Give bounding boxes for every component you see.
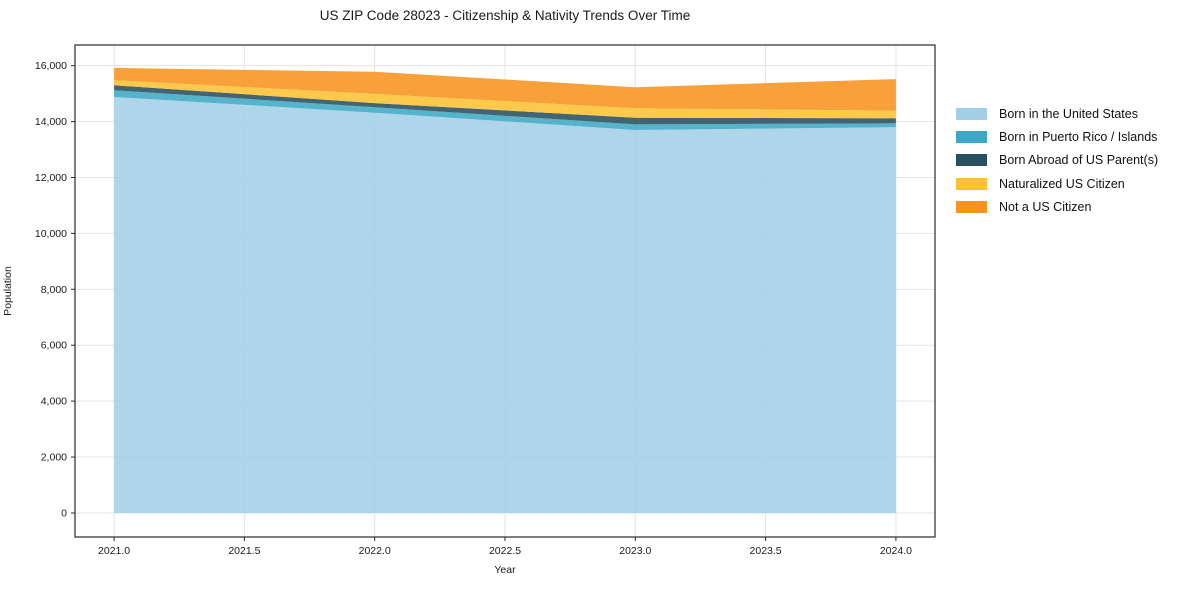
x-tick-label: 2023.5 xyxy=(750,545,782,557)
legend-swatch xyxy=(956,154,987,167)
area-series-1 xyxy=(114,90,896,130)
legend-label: Born in the United States xyxy=(999,106,1138,121)
legend-label: Born in Puerto Rico / Islands xyxy=(999,130,1158,145)
legend-label: Not a US Citizen xyxy=(999,200,1092,215)
area-series-0 xyxy=(114,97,896,513)
y-tick-label: 12,000 xyxy=(35,172,67,184)
area-series-2 xyxy=(114,85,896,125)
y-tick-label: 16,000 xyxy=(35,60,67,72)
x-tick-label: 2022.0 xyxy=(359,545,391,557)
legend-item-4: Not a US Citizen xyxy=(956,196,1158,219)
y-tick-label: 4,000 xyxy=(41,396,67,408)
legend-swatch xyxy=(956,201,987,214)
legend: Born in the United States Born in Puerto … xyxy=(956,102,1158,219)
y-tick-label: 2,000 xyxy=(41,452,67,464)
y-tick-label: 14,000 xyxy=(35,116,67,128)
chart-title: US ZIP Code 28023 - Citizenship & Nativi… xyxy=(319,8,691,23)
legend-swatch xyxy=(956,131,987,144)
y-tick-label: 6,000 xyxy=(41,340,67,352)
legend-item-1: Born in Puerto Rico / Islands xyxy=(956,125,1158,148)
x-tick-label: 2021.5 xyxy=(228,545,260,557)
y-tick-label: 10,000 xyxy=(35,228,67,240)
legend-label: Naturalized US Citizen xyxy=(999,176,1125,191)
stacked-areas xyxy=(114,67,896,513)
legend-item-0: Born in the United States xyxy=(956,102,1158,125)
legend-label: Born Abroad of US Parent(s) xyxy=(999,153,1159,168)
x-tick-label: 2023.0 xyxy=(619,545,651,557)
legend-item-3: Naturalized US Citizen xyxy=(956,172,1158,195)
x-tick-label: 2024.0 xyxy=(880,545,912,557)
y-tick-label: 8,000 xyxy=(41,284,67,296)
x-tick-label: 2021.0 xyxy=(98,545,130,557)
legend-swatch xyxy=(956,107,987,120)
x-tick-label: 2022.5 xyxy=(489,545,521,557)
area-series-4 xyxy=(114,67,896,111)
area-series-3 xyxy=(114,80,896,119)
tick-marks xyxy=(71,65,897,541)
y-tick-label: 0 xyxy=(61,507,67,519)
y-axis-label: Population xyxy=(2,266,14,316)
legend-item-2: Born Abroad of US Parent(s) xyxy=(956,149,1158,172)
x-axis-label: Year xyxy=(494,564,516,576)
legend-swatch xyxy=(956,177,987,190)
